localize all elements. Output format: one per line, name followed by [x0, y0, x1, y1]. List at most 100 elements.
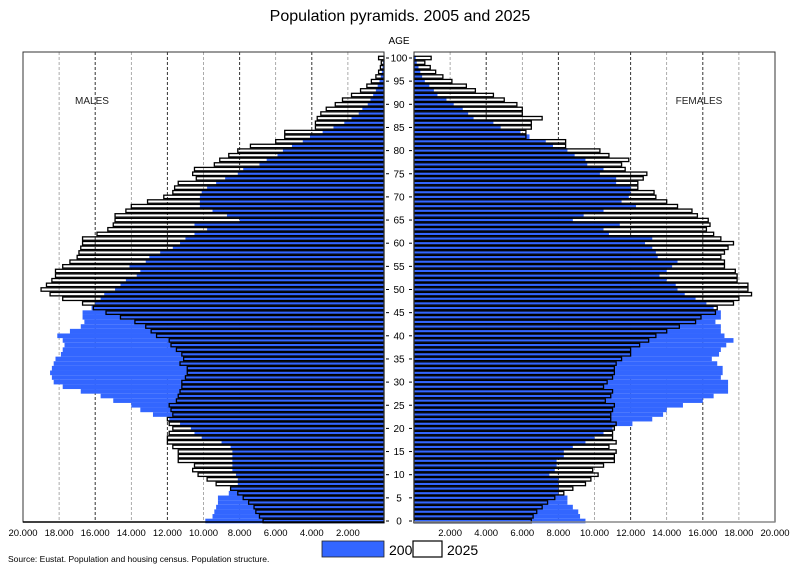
bar-females-2005-age-21: [414, 421, 633, 427]
bar-males-2005-age-54: [140, 268, 384, 274]
bar-females-2005-age-78: [414, 157, 586, 163]
bars-2005: [50, 55, 734, 524]
age-tick-label: 85: [393, 123, 405, 134]
bar-females-2005-age-99: [414, 60, 417, 65]
bar-females-2005-age-77: [414, 162, 588, 167]
bar-females-2005-age-28: [414, 389, 729, 394]
bar-males-2005-age-25: [131, 402, 384, 408]
bar-males-2005-age-39: [62, 338, 385, 343]
bar-males-2005-age-10: [235, 472, 384, 478]
bar-females-2005-age-56: [414, 259, 678, 265]
bar-males-2005-age-20: [190, 426, 384, 431]
bar-males-2005-age-80: [282, 148, 384, 153]
bar-females-2005-age-46: [414, 305, 714, 311]
bar-females-2005-age-42: [414, 324, 721, 329]
bar-males-2005-age-59: [172, 245, 384, 251]
bar-females-2005-age-62: [414, 231, 609, 237]
bar-males-2005-age-44: [82, 314, 384, 320]
bar-males-2005-age-28: [80, 389, 384, 394]
bar-females-2005-age-54: [414, 268, 667, 274]
bar-females-2005-age-23: [414, 412, 664, 417]
bar-females-2005-age-27: [414, 393, 714, 399]
bar-males-2005-age-1: [212, 514, 384, 519]
bar-males-2005-age-75: [237, 171, 384, 177]
males-x-tick-label: 14.000: [117, 528, 146, 539]
bar-males-2005-age-27: [100, 393, 385, 399]
bar-females-2005-age-33: [414, 365, 723, 371]
bar-females-2005-age-53: [414, 273, 660, 278]
bar-males-2005-age-31: [51, 375, 384, 380]
bar-males-2005-age-65: [239, 217, 384, 223]
bar-females-2005-age-80: [414, 148, 568, 153]
bar-males-2005-age-18: [201, 435, 384, 440]
bar-females-2005-age-97: [414, 69, 421, 75]
age-tick-label: 60: [393, 239, 405, 250]
bar-males-2005-age-57: [149, 254, 384, 260]
bar-males-2005-age-66: [226, 213, 384, 218]
bar-males-2005-age-56: [145, 259, 384, 265]
bar-females-2005-age-74: [414, 176, 617, 181]
bar-males-2005-age-85: [333, 125, 384, 130]
males-x-tick-label: 16.000: [81, 528, 110, 539]
bar-males-2005-age-45: [82, 310, 384, 315]
bar-males-2005-age-3: [216, 504, 384, 510]
bar-males-2005-age-84: [322, 129, 384, 135]
bar-males-2005-age-68: [199, 203, 384, 209]
bar-males-2005-age-36: [60, 352, 384, 357]
bar-females-2005-age-8: [414, 481, 559, 487]
age-tick-label: 95: [393, 77, 405, 88]
females-x-tick-label: 10.000: [580, 528, 609, 539]
chart-title: Population pyramids. 2005 and 2025: [270, 8, 531, 25]
bar-males-2005-age-0: [205, 518, 384, 524]
bar-females-2005-age-35: [414, 356, 712, 362]
females-label: FEMALES: [676, 96, 723, 107]
bar-females-2005-age-66: [414, 213, 584, 218]
age-tick-label: 25: [393, 401, 405, 412]
bar-males-2005-age-12: [232, 463, 384, 468]
bar-females-2005-age-93: [414, 88, 434, 93]
bar-females-2005-age-22: [414, 416, 653, 422]
bar-males-2005-age-21: [180, 421, 384, 427]
bar-females-2005-age-65: [414, 217, 573, 223]
bar-males-2005-age-49: [104, 291, 384, 297]
bar-males-2005-age-51: [120, 282, 384, 288]
bar-females-2005-age-24: [414, 407, 667, 413]
bar-females-2005-age-63: [414, 226, 604, 232]
bar-males-2005-age-32: [50, 370, 384, 376]
bar-females-2005-age-94: [414, 83, 430, 89]
bar-females-2005-age-44: [414, 314, 721, 320]
bar-males-2005-age-91: [370, 97, 384, 102]
bar-males-2005-age-98: [382, 64, 384, 70]
bar-females-2005-age-40: [414, 333, 725, 339]
bar-females-2005-age-6: [414, 490, 559, 496]
bar-males-2005-age-2: [214, 509, 384, 515]
bar-males-2005-age-94: [377, 83, 384, 89]
bar-males-2005-age-15: [232, 449, 384, 454]
bar-males-2005-age-11: [232, 467, 384, 473]
bar-males-2005-age-52: [125, 277, 384, 283]
bar-females-2005-age-83: [414, 134, 530, 140]
bar-females-2005-age-73: [414, 180, 617, 186]
females-x-tick-label: 12.000: [616, 528, 645, 539]
bar-females-2005-age-58: [414, 250, 656, 255]
males-x-tick-label: 10.000: [189, 528, 218, 539]
bar-males-2005-age-4: [217, 500, 384, 505]
bar-males-2005-age-93: [375, 88, 384, 93]
legend-swatch-2025: [412, 540, 443, 558]
bar-females-2005-age-20: [414, 426, 613, 431]
bar-females-2005-age-49: [414, 291, 685, 297]
bar-females-2005-age-95: [414, 78, 425, 84]
bar-males-2005-age-73: [216, 180, 384, 186]
panel-frames: [22, 51, 776, 523]
bar-males-2005-age-78: [266, 157, 384, 163]
females-x-tick-label: 6.000: [510, 528, 534, 539]
females-x-tick-label: 14.000: [652, 528, 681, 539]
bar-females-2005-age-76: [414, 166, 604, 172]
bar-males-2005-age-61: [185, 236, 384, 241]
bar-females-2005-age-96: [414, 74, 423, 79]
bar-males-2005-age-14: [232, 453, 384, 459]
bar-males-2005-age-6: [228, 490, 384, 496]
bar-males-2005-age-5: [217, 495, 384, 501]
bar-females-2005-age-0: [414, 518, 586, 524]
bar-females-2005-age-45: [414, 310, 721, 315]
